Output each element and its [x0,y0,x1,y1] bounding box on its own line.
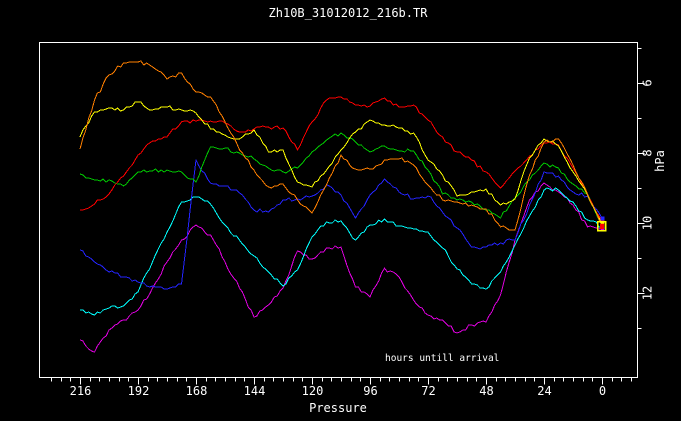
x-tick-label: 96 [363,384,377,398]
chart-title: Zh10B_31012012_216b.TR [269,6,429,20]
y-tick-label: 8 [641,149,655,156]
y-tick-label: 12 [641,286,655,300]
x-tick-label: 72 [421,384,435,398]
series-end-dot [600,220,605,225]
series-end-dot [600,216,605,221]
yellow-trace [79,101,603,225]
blue-trace [79,159,603,290]
y-tick-label: 10 [641,216,655,230]
data-series [79,60,603,353]
axis-ticks [51,48,645,385]
x-tick-label: 216 [70,384,92,398]
green-trace [79,132,603,226]
x-tick-label: 120 [302,384,324,398]
red-trace [79,96,603,223]
y-axis-title: hPa [653,150,667,172]
x-tick-label: 168 [186,384,208,398]
y-tick-label: 6 [641,79,655,86]
orange-trace [79,60,603,231]
plot-area-border [39,42,638,378]
axis-tick-labels: 216 192 168 144 120 96 72 48 24 0 6 8 10 12 [70,79,655,398]
x-axis-title: Pressure [309,401,367,415]
arrival-marker-box [596,220,607,232]
arrival-end-marker [596,216,607,232]
x-tick-label: 0 [599,384,606,398]
arrival-marker-fill [600,224,604,229]
magenta-trace [79,182,603,353]
x-tick-label: 48 [479,384,493,398]
annotation-hours-until-arrival: hours untill arrival [385,353,499,364]
x-tick-label: 144 [244,384,266,398]
x-tick-label: 24 [537,384,551,398]
x-tick-label: 192 [128,384,150,398]
cyan-trace [79,187,603,316]
